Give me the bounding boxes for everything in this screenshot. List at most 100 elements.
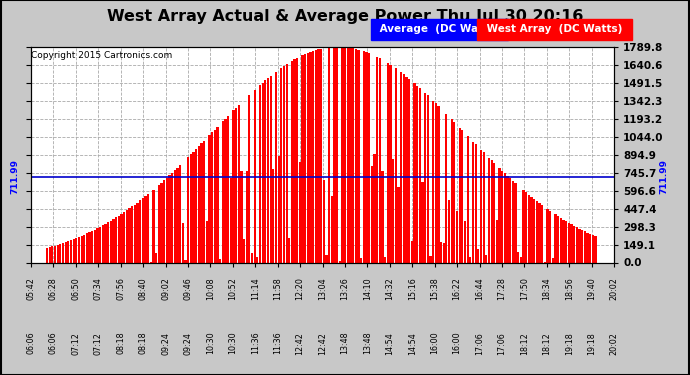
Bar: [57, 245, 59, 262]
Bar: [70, 240, 72, 262]
Text: West Array  (DC Watts): West Array (DC Watts): [483, 24, 626, 34]
Text: 09:02: 09:02: [161, 278, 170, 300]
Text: 12:42: 12:42: [295, 332, 305, 355]
Bar: [144, 196, 147, 262]
Bar: [531, 197, 533, 262]
Text: 10:08: 10:08: [206, 278, 215, 300]
Bar: [382, 171, 384, 262]
Bar: [571, 224, 573, 262]
Text: 17:06: 17:06: [497, 332, 506, 355]
Bar: [166, 178, 168, 262]
Bar: [506, 176, 509, 262]
Bar: [270, 76, 272, 262]
Bar: [179, 165, 181, 262]
Bar: [565, 221, 567, 262]
Bar: [344, 47, 346, 262]
Bar: [197, 146, 200, 262]
Text: 15:16: 15:16: [408, 278, 417, 300]
Bar: [193, 152, 195, 262]
Bar: [395, 69, 397, 262]
Bar: [549, 211, 551, 262]
Bar: [453, 122, 455, 262]
Bar: [584, 231, 586, 262]
Bar: [237, 105, 240, 262]
Bar: [152, 189, 155, 262]
Bar: [535, 201, 538, 262]
Text: West Array Actual & Average Power Thu Jul 30 20:16: West Array Actual & Average Power Thu Ju…: [107, 9, 583, 24]
Text: 09:24: 09:24: [161, 332, 170, 355]
Bar: [168, 175, 170, 262]
Bar: [224, 118, 226, 262]
Bar: [554, 214, 557, 262]
Bar: [174, 170, 176, 262]
Bar: [368, 53, 371, 262]
Bar: [538, 203, 541, 262]
Bar: [315, 50, 317, 262]
Bar: [491, 160, 493, 262]
Bar: [253, 90, 256, 262]
Bar: [91, 231, 93, 262]
Bar: [275, 72, 277, 262]
Bar: [288, 238, 290, 262]
Text: Copyright 2015 Cartronics.com: Copyright 2015 Cartronics.com: [31, 51, 172, 60]
Bar: [589, 234, 591, 262]
Text: 07:34: 07:34: [94, 278, 103, 300]
Bar: [235, 108, 237, 262]
Bar: [155, 253, 157, 262]
Bar: [376, 57, 378, 262]
Bar: [190, 154, 192, 262]
Bar: [456, 210, 458, 262]
Bar: [437, 106, 440, 262]
Bar: [461, 130, 464, 262]
Bar: [283, 66, 285, 262]
Bar: [586, 232, 589, 262]
Text: Average  (DC Watts): Average (DC Watts): [376, 24, 503, 34]
Bar: [432, 100, 434, 262]
Text: 16:00: 16:00: [430, 332, 440, 354]
Bar: [48, 247, 51, 262]
Bar: [528, 195, 530, 262]
Bar: [360, 258, 362, 262]
Bar: [424, 93, 426, 262]
Text: 12:42: 12:42: [318, 332, 327, 355]
Bar: [110, 221, 112, 262]
Bar: [259, 85, 261, 262]
Bar: [302, 56, 304, 262]
Bar: [211, 132, 213, 262]
Bar: [75, 238, 77, 262]
Text: 14:54: 14:54: [385, 332, 395, 355]
Bar: [227, 116, 229, 262]
Bar: [512, 181, 514, 262]
Bar: [97, 228, 99, 262]
Bar: [296, 58, 298, 262]
Bar: [137, 202, 139, 262]
Bar: [171, 173, 173, 262]
Text: 09:46: 09:46: [184, 278, 193, 300]
Bar: [214, 130, 216, 262]
Bar: [128, 209, 130, 262]
Bar: [355, 49, 357, 262]
Text: 12:20: 12:20: [295, 278, 305, 300]
Bar: [59, 244, 61, 262]
Bar: [62, 243, 64, 262]
Bar: [581, 230, 583, 262]
Bar: [562, 220, 564, 262]
Text: 17:28: 17:28: [497, 278, 506, 300]
Bar: [366, 52, 368, 262]
Bar: [248, 94, 250, 262]
Bar: [379, 58, 381, 262]
Bar: [363, 51, 365, 262]
Bar: [312, 51, 315, 262]
Text: 07:56: 07:56: [116, 278, 126, 300]
Bar: [51, 246, 53, 262]
Text: 13:48: 13:48: [340, 332, 350, 354]
Bar: [251, 253, 253, 262]
Bar: [230, 178, 232, 262]
Text: 18:56: 18:56: [564, 278, 574, 300]
Text: 19:18: 19:18: [564, 332, 574, 355]
Bar: [560, 218, 562, 262]
Bar: [290, 61, 293, 262]
Bar: [203, 141, 205, 262]
Bar: [163, 180, 166, 262]
Bar: [413, 83, 415, 262]
